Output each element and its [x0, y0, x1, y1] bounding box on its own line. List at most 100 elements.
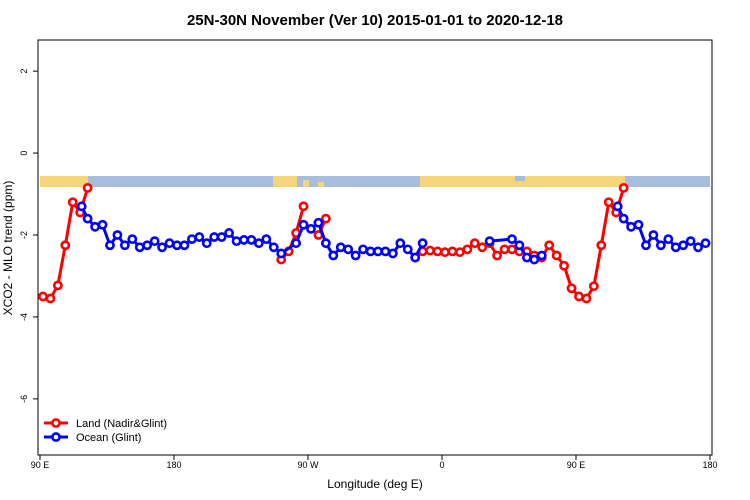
data-point [507, 234, 517, 245]
data-point [670, 242, 681, 253]
data-point [142, 240, 153, 251]
data-point [685, 236, 696, 247]
x-tick-label: 90 E [31, 460, 50, 470]
ocean-band [515, 176, 525, 181]
data-point [559, 260, 569, 271]
data-point [514, 240, 525, 251]
data-point [201, 238, 212, 249]
data-point [127, 234, 138, 245]
data-point [521, 252, 532, 263]
data-point [469, 238, 480, 249]
data-point [134, 242, 145, 253]
data-point [693, 242, 703, 253]
land-band [318, 182, 324, 187]
data-point [484, 236, 495, 247]
data-point [97, 219, 108, 230]
data-point [499, 244, 510, 255]
y-tick-label: 2 [19, 69, 29, 74]
data-point [335, 242, 346, 253]
y-tick-label: -6 [19, 395, 29, 403]
x-tick-label: 0 [439, 460, 444, 470]
data-point [596, 240, 607, 251]
legend-label: Ocean (Glint) [76, 432, 141, 444]
data-point [298, 219, 309, 230]
land-band [420, 176, 625, 187]
ocean-band [40, 176, 710, 187]
x-tick-label: 90 E [567, 460, 586, 470]
land-band [273, 176, 297, 187]
data-point [507, 244, 517, 255]
data-point [633, 219, 644, 230]
data-point [410, 252, 421, 263]
data-point [45, 293, 56, 304]
data-point [306, 223, 316, 234]
data-point [313, 217, 324, 228]
data-point [268, 242, 279, 253]
data-point [90, 221, 100, 232]
data-point [529, 254, 540, 265]
data-point [76, 201, 87, 212]
data-point [231, 236, 242, 247]
land-ocean-band [40, 176, 710, 187]
data-point [440, 247, 450, 258]
data-point [678, 240, 689, 251]
data-point [477, 242, 488, 253]
data-point [655, 240, 666, 251]
data-point [60, 240, 71, 251]
data-point [574, 291, 584, 302]
data-point [112, 230, 123, 240]
chart-title: 25N-30N November (Ver 10) 2015-01-01 to … [187, 12, 563, 29]
data-point [603, 197, 614, 208]
data-point [588, 281, 599, 292]
legend-marker [51, 418, 61, 428]
x-axis-label: Longitude (deg E) [327, 477, 422, 491]
data-point [626, 221, 636, 232]
x-tick-label: 90 W [297, 460, 319, 470]
y-tick-label: 0 [19, 151, 29, 156]
data-point [358, 244, 368, 255]
data-point [618, 182, 629, 193]
data-point [612, 201, 623, 212]
data-point [425, 245, 435, 256]
legend-marker [51, 432, 61, 442]
data-point [246, 235, 257, 245]
data-point [648, 230, 659, 240]
data-point [194, 232, 205, 242]
data-point [536, 250, 547, 261]
data-point [641, 240, 651, 251]
x-tick-label: 180 [702, 460, 717, 470]
data-point [172, 240, 182, 251]
data-point [38, 291, 48, 302]
y-tick-label: -2 [19, 231, 29, 239]
data-point [566, 283, 577, 294]
legend-label: Land (Nadir&Glint) [76, 418, 167, 430]
plot-frame [37, 39, 713, 456]
y-axis-label: XCO2 - MLO trend (ppm) [1, 181, 15, 316]
data-point [149, 236, 160, 247]
data-point [551, 250, 562, 261]
land-band [303, 180, 309, 187]
x-tick-label: 180 [166, 460, 181, 470]
data-point [417, 238, 428, 249]
data-point [209, 232, 220, 242]
data-point [320, 238, 331, 249]
data-point [119, 240, 130, 251]
data-point [365, 246, 376, 257]
data-point [276, 248, 287, 259]
data-point [350, 250, 361, 261]
data-point [328, 250, 339, 261]
data-point [380, 246, 391, 257]
data-point [291, 238, 301, 249]
data-point [164, 238, 175, 249]
data-point [186, 234, 197, 245]
data-point [387, 248, 398, 259]
land-band [40, 176, 88, 187]
data-point [320, 213, 331, 224]
data-point [432, 246, 443, 257]
data-point [253, 238, 264, 249]
data-point [663, 234, 674, 245]
data-point [373, 246, 383, 257]
data-point [462, 244, 473, 255]
data-point [82, 182, 93, 193]
